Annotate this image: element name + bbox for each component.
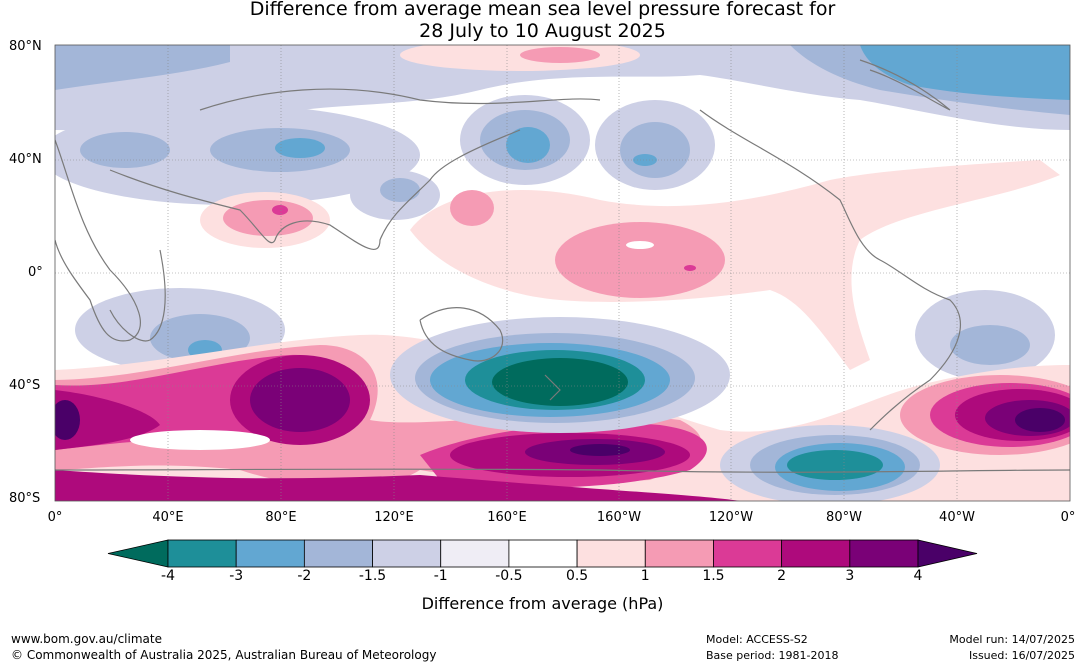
issued-date: Issued: 16/07/2025 bbox=[968, 649, 1075, 662]
anomaly-south-africa-inner bbox=[150, 314, 250, 362]
anomaly-arctic-west-inner bbox=[55, 45, 230, 90]
colorbar-tick-label: -1 bbox=[433, 568, 448, 584]
lon-label-80e: 80°E bbox=[265, 510, 297, 525]
model-name: Model: ACCESS-S2 bbox=[706, 633, 808, 646]
colorbar-tick-label: -3 bbox=[229, 568, 244, 584]
colorbar-swatch bbox=[303, 539, 373, 568]
lon-label-160e: 160°E bbox=[487, 510, 527, 525]
anomaly-india-inner bbox=[223, 200, 313, 236]
lon-label-0: 0° bbox=[47, 510, 63, 525]
anomaly-eurasia-west bbox=[80, 132, 170, 168]
colorbar-extend-low bbox=[107, 539, 169, 568]
map-title-line-2: 28 July to 10 August 2025 bbox=[419, 20, 666, 42]
anomaly-west-core bbox=[55, 400, 80, 440]
colorbar-swatch bbox=[235, 539, 305, 568]
lon-label-40w: 40°W bbox=[939, 510, 975, 525]
anomaly-pacific-high-max bbox=[570, 444, 630, 456]
lon-label-120e: 120°E bbox=[374, 510, 414, 525]
lat-label-80s: 80°S bbox=[9, 491, 41, 506]
lat-label-eq: 0° bbox=[28, 265, 43, 280]
anomaly-tropic-pacific-max bbox=[684, 265, 696, 271]
colorbar-tick-label: -0.5 bbox=[495, 568, 523, 584]
anomaly-eurasia-core bbox=[275, 138, 325, 158]
anomaly-npac-subtropic bbox=[450, 190, 494, 226]
map-frame bbox=[54, 44, 1071, 502]
colorbar-swatch bbox=[644, 539, 714, 568]
anomaly-tropical-pacific-inner bbox=[555, 222, 725, 298]
map-title-line-1: Difference from average mean sea level p… bbox=[249, 0, 836, 20]
coastlines bbox=[55, 59, 1070, 473]
colorbar-tick-label: 4 bbox=[913, 568, 923, 584]
lon-label-80w: 80°W bbox=[826, 510, 862, 525]
anomaly-npac-east-core bbox=[633, 154, 657, 166]
lon-label-160w: 160°W bbox=[596, 510, 642, 525]
base-period: Base period: 1981-2018 bbox=[706, 649, 839, 662]
anomaly-subantarctic-white bbox=[130, 430, 270, 450]
colorbar-tick-label: 1 bbox=[640, 568, 650, 584]
lon-label-0-right: 0° bbox=[1060, 510, 1076, 525]
anomaly-nz-core bbox=[492, 358, 628, 406]
colorbar-tick-label: -4 bbox=[161, 568, 175, 584]
anomaly-south-africa-ring bbox=[55, 390, 160, 450]
anomaly-antarctic-strip bbox=[55, 470, 740, 501]
colorbar-tick-label: -1.5 bbox=[358, 568, 387, 584]
colorbar-tick-label: 3 bbox=[845, 568, 855, 584]
anomaly-indian-ocean-high-core bbox=[250, 368, 350, 432]
lat-label-80n: 80°N bbox=[9, 39, 42, 54]
map-field bbox=[55, 45, 1070, 501]
anomaly-east-asia-inner bbox=[380, 178, 420, 202]
colorbar-swatch bbox=[781, 539, 851, 568]
anomaly-tropical-pacific bbox=[410, 160, 1060, 370]
colorbar-extend-high bbox=[917, 539, 978, 568]
colorbar-tick-label: 0.5 bbox=[565, 568, 589, 584]
colorbar-swatch bbox=[849, 539, 919, 568]
lon-label-120w: 120°W bbox=[708, 510, 754, 525]
colorbar-tick-label: 1.5 bbox=[702, 568, 725, 584]
colorbar-swatch bbox=[576, 539, 646, 568]
colorbar-tick-label: 2 bbox=[777, 568, 787, 584]
anomaly-india-core bbox=[272, 205, 288, 215]
anomaly-south-atlantic-high-max bbox=[1015, 408, 1065, 432]
model-run-date: Model run: 14/07/2025 bbox=[949, 633, 1075, 646]
colorbar-tick-label: -2 bbox=[297, 568, 312, 584]
graticule bbox=[55, 45, 1070, 501]
lat-label-40n: 40°N bbox=[9, 152, 42, 167]
colorbar-swatch bbox=[167, 539, 237, 568]
colorbar-swatch bbox=[372, 539, 442, 568]
colorbar-swatch bbox=[508, 539, 578, 568]
colorbar-title: Difference from average (hPa) bbox=[421, 594, 664, 613]
website-link[interactable]: www.bom.gov.au/climate bbox=[11, 632, 162, 646]
copyright-text: © Commonwealth of Australia 2025, Austra… bbox=[11, 648, 437, 662]
colorbar-swatch bbox=[440, 539, 510, 568]
lon-label-40e: 40°E bbox=[152, 510, 184, 525]
anomaly-greenland bbox=[860, 45, 1070, 100]
anomaly-arctic-positive-core bbox=[520, 47, 600, 63]
colorbar-swatches bbox=[107, 539, 978, 568]
lat-label-40s: 40°S bbox=[9, 378, 41, 393]
anomaly-npac-west-core bbox=[506, 127, 550, 163]
anomaly-tropic-pacific-spot bbox=[626, 241, 654, 249]
anomaly-south-atlantic-inner bbox=[950, 325, 1030, 365]
colorbar-swatch bbox=[713, 539, 783, 568]
